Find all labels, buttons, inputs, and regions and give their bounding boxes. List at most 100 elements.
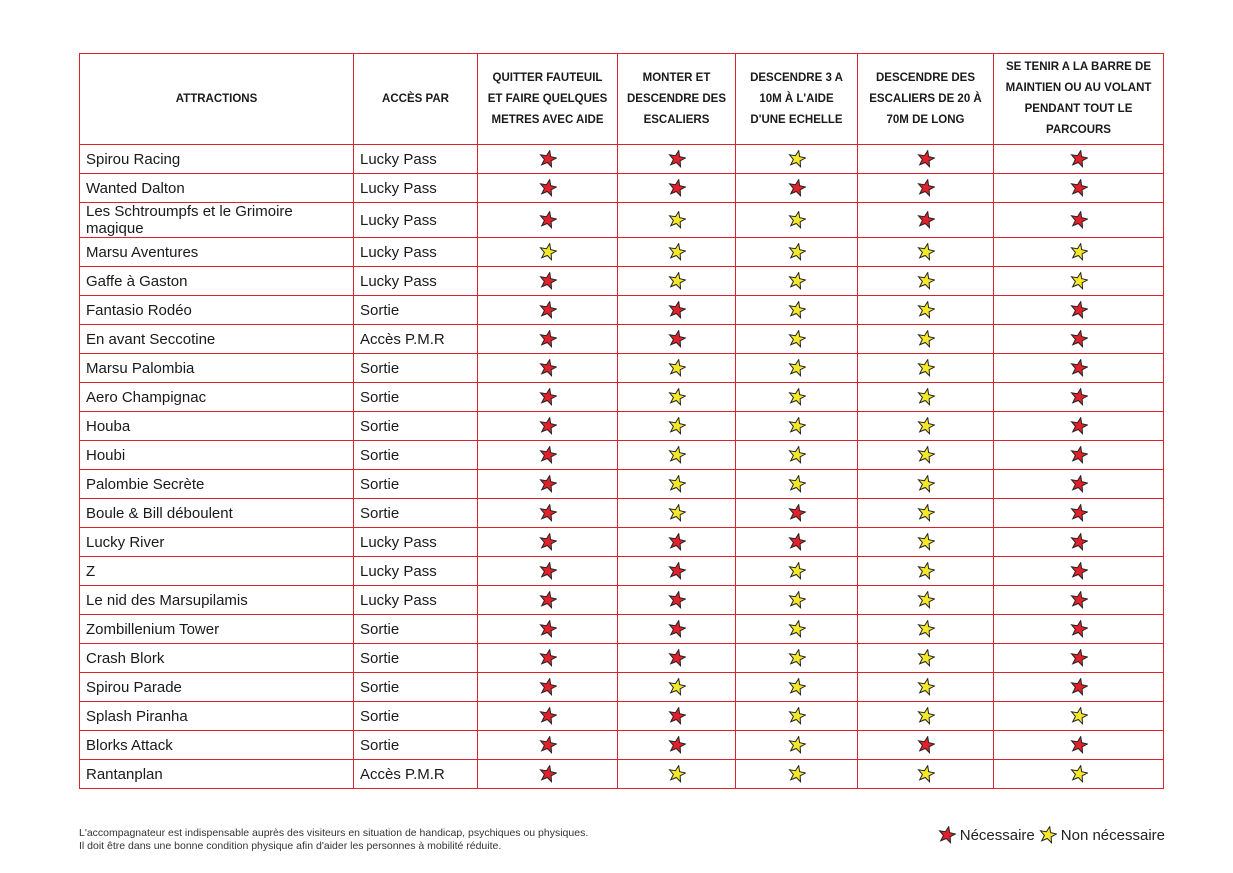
requirement-cell <box>993 324 1164 354</box>
star <box>538 445 558 465</box>
attraction-name: Rantanplan <box>79 759 354 789</box>
star <box>538 271 558 291</box>
header-cell: QUITTER FAUTEUIL ET FAIRE QUELQUES METRE… <box>477 53 618 145</box>
requirement-cell <box>857 556 994 586</box>
attraction-name: Palombie Secrète <box>79 469 354 499</box>
row: Spirou Parade Sortie <box>79 672 1164 702</box>
star <box>538 677 558 697</box>
row: Marsu Aventures Lucky Pass <box>79 237 1164 267</box>
header-row: ATTRACTIONS ACCÈS PAR QUITTER FAUTEUIL ET … <box>79 53 1164 145</box>
requirement-cell <box>993 295 1164 325</box>
requirement-cell <box>477 527 618 557</box>
row: Blorks Attack Sortie <box>79 730 1164 760</box>
star <box>667 210 687 230</box>
star <box>1069 706 1089 726</box>
attraction-name: Le nid des Marsupilamis <box>79 585 354 615</box>
attraction-name: Zombillenium Tower <box>79 614 354 644</box>
star <box>787 619 807 639</box>
requirement-cell <box>993 701 1164 731</box>
header-cell: MONTER ET DESCENDRE DES ESCALIERS <box>617 53 736 145</box>
requirement-cell <box>857 585 994 615</box>
star <box>916 648 936 668</box>
legend-label: Non nécessaire <box>1060 826 1165 844</box>
requirement-cell <box>617 324 736 354</box>
star <box>538 416 558 436</box>
row: Aero Champignac Sortie <box>79 382 1164 412</box>
row: Fantasio Rodéo Sortie <box>79 295 1164 325</box>
requirement-cell <box>735 353 858 383</box>
star <box>667 706 687 726</box>
header-cell: ATTRACTIONS <box>79 53 354 145</box>
access: Sortie <box>353 701 478 731</box>
requirement-cell <box>735 701 858 731</box>
requirement-cell <box>993 556 1164 586</box>
star <box>787 300 807 320</box>
access: Lucky Pass <box>353 585 478 615</box>
row: Rantanplan Accès P.M.R <box>79 759 1164 789</box>
row: Le nid des Marsupilamis Lucky Pass <box>79 585 1164 615</box>
requirement-cell <box>735 498 858 528</box>
requirement-cell <box>477 266 618 296</box>
star <box>1069 149 1089 169</box>
star <box>916 619 936 639</box>
requirement-cell <box>477 556 618 586</box>
star <box>916 735 936 755</box>
star <box>916 329 936 349</box>
requirement-cell <box>735 672 858 702</box>
attraction-name: Z <box>79 556 354 586</box>
star <box>1069 416 1089 436</box>
header-cell: ACCÈS PAR <box>353 53 478 145</box>
requirement-cell <box>617 382 736 412</box>
star <box>538 210 558 230</box>
star <box>538 387 558 407</box>
requirement-cell <box>617 237 736 267</box>
star <box>538 300 558 320</box>
star <box>667 648 687 668</box>
requirement-cell <box>617 498 736 528</box>
requirement-cell <box>477 382 618 412</box>
star <box>916 210 936 230</box>
attraction-name: Lucky River <box>79 527 354 557</box>
access: Sortie <box>353 295 478 325</box>
attraction-name: Boule & Bill déboulent <box>79 498 354 528</box>
row: Crash Blork Sortie <box>79 643 1164 673</box>
star <box>667 329 687 349</box>
requirement-cell <box>735 202 858 238</box>
requirement-cell <box>857 643 994 673</box>
star <box>538 735 558 755</box>
star <box>916 242 936 262</box>
requirement-cell <box>617 411 736 441</box>
requirement-cell <box>477 759 618 789</box>
requirement-cell <box>857 353 994 383</box>
requirement-cell <box>857 295 994 325</box>
star <box>667 764 687 784</box>
row: Houba Sortie <box>79 411 1164 441</box>
star <box>1069 532 1089 552</box>
requirement-cell <box>617 144 736 174</box>
star <box>787 532 807 552</box>
star <box>916 561 936 581</box>
star <box>667 300 687 320</box>
access: Accès P.M.R <box>353 759 478 789</box>
requirement-cell <box>857 440 994 470</box>
requirement-cell <box>993 353 1164 383</box>
star <box>916 764 936 784</box>
requirement-cell <box>735 440 858 470</box>
attraction-name: Marsu Palombia <box>79 353 354 383</box>
row: Splash Piranha Sortie <box>79 701 1164 731</box>
requirement-cell <box>477 469 618 499</box>
star <box>787 178 807 198</box>
star <box>667 677 687 697</box>
requirement-cell <box>617 614 736 644</box>
attraction-name: Spirou Racing <box>79 144 354 174</box>
star <box>787 561 807 581</box>
row: En avant Seccotine Accès P.M.R <box>79 324 1164 354</box>
attraction-name: Splash Piranha <box>79 701 354 731</box>
star <box>1069 561 1089 581</box>
star <box>667 445 687 465</box>
star <box>667 532 687 552</box>
access: Lucky Pass <box>353 527 478 557</box>
requirement-cell <box>477 173 618 203</box>
requirement-cell <box>735 527 858 557</box>
